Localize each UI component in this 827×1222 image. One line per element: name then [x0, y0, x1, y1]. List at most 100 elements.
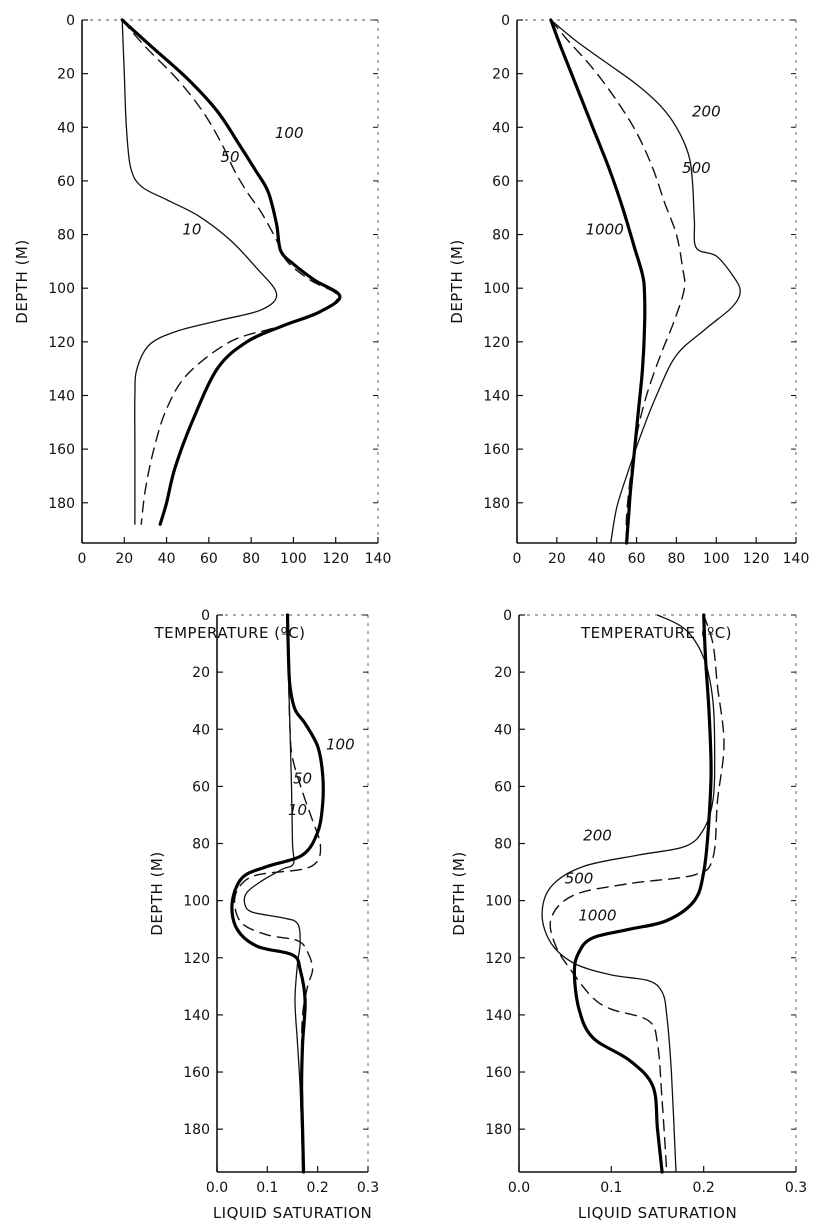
- y-tick-label: 40: [492, 120, 510, 136]
- curve-label-100: 100: [275, 124, 304, 142]
- x-tick-label: 100: [703, 551, 730, 567]
- series-line-200: [541, 614, 716, 1173]
- y-tick-label: 40: [192, 722, 210, 738]
- y-tick-label: 60: [492, 174, 510, 190]
- y-tick-label: 180: [183, 1122, 210, 1138]
- y-tick-label: 120: [183, 951, 210, 967]
- y-tick-label: 140: [485, 1008, 512, 1024]
- y-axis-label: DEPTH (M): [450, 851, 468, 935]
- y-tick-label: 140: [483, 388, 510, 404]
- curve-label-10: 10: [288, 801, 307, 819]
- y-tick-label: 120: [483, 335, 510, 351]
- x-axis-label: TEMPERATURE (ºC): [153, 624, 305, 642]
- y-tick-label: 60: [192, 779, 210, 795]
- series-line-50: [121, 19, 339, 525]
- panel-saturation-late: 0.0 0.1 0.2 0.3 0 20 40 60 80 100 120 140 160 180 LIQU…: [450, 608, 807, 1222]
- y-tick-label: 140: [183, 1008, 210, 1024]
- y-tick-label: 120: [48, 335, 75, 351]
- x-tick-label: 0: [78, 551, 87, 567]
- curve-label-1000: 1000: [578, 907, 616, 925]
- series-line-50: [233, 614, 322, 1173]
- x-tick-label: 0.3: [357, 1180, 379, 1196]
- x-tick-label: 20: [115, 551, 133, 567]
- y-tick-label: 20: [492, 67, 510, 83]
- x-tick-label: 40: [158, 551, 176, 567]
- curve-label-1000: 1000: [586, 221, 624, 239]
- y-tick-label: 160: [48, 442, 75, 458]
- panel-saturation-early: 0.0 0.1 0.2 0.3 0 20 40 60 80 100 120 140 160 180 LIQU…: [148, 608, 379, 1222]
- y-tick-label: 20: [192, 665, 210, 681]
- y-tick-label: 80: [494, 837, 512, 853]
- x-tick-label: 60: [200, 551, 218, 567]
- curve-label-500: 500: [565, 870, 594, 888]
- x-tick-label: 0.1: [600, 1180, 622, 1196]
- y-tick-label: 160: [485, 1065, 512, 1081]
- x-tick-label: 0.2: [693, 1180, 715, 1196]
- curve-label-200: 200: [692, 103, 721, 121]
- x-tick-label: 0: [513, 551, 522, 567]
- curve-label-200: 200: [583, 827, 612, 845]
- y-tick-label: 80: [57, 228, 75, 244]
- y-tick-label: 100: [48, 281, 75, 297]
- y-tick-label: 120: [485, 951, 512, 967]
- y-axis-label: DEPTH (M): [448, 239, 466, 323]
- curve-label-50: 50: [220, 148, 239, 166]
- y-tick-label: 60: [57, 174, 75, 190]
- y-axis-label: DEPTH (M): [13, 239, 31, 323]
- panel-temperature-late: 0 20 40 60 80 100 120 140 0 20 40 60 80 100 120 140 160 1…: [448, 13, 809, 642]
- y-tick-label: 0: [503, 608, 512, 624]
- x-tick-label: 20: [548, 551, 566, 567]
- series-line-1000: [572, 613, 713, 1174]
- y-tick-label: 40: [57, 120, 75, 136]
- y-tick-label: 20: [57, 67, 75, 83]
- y-tick-label: 0: [66, 13, 75, 29]
- series-line-200: [550, 19, 741, 544]
- x-tick-label: 0.0: [206, 1180, 228, 1196]
- y-tick-label: 0: [501, 13, 510, 29]
- series-line-100: [230, 613, 325, 1174]
- x-tick-label: 60: [628, 551, 646, 567]
- y-axis-label: DEPTH (M): [148, 851, 166, 935]
- y-tick-label: 40: [494, 722, 512, 738]
- x-tick-label: 0.0: [508, 1180, 530, 1196]
- x-tick-label: 80: [242, 551, 260, 567]
- series-line-500: [549, 614, 725, 1173]
- x-tick-label: 40: [588, 551, 606, 567]
- y-tick-label: 100: [483, 281, 510, 297]
- y-tick-label: 160: [183, 1065, 210, 1081]
- x-tick-label: 140: [783, 551, 810, 567]
- curve-label-100: 100: [326, 735, 355, 753]
- curve-label-500: 500: [682, 159, 711, 177]
- y-tick-label: 180: [48, 496, 75, 512]
- x-tick-label: 0.3: [785, 1180, 807, 1196]
- y-tick-label: 80: [192, 837, 210, 853]
- x-tick-label: 140: [365, 551, 392, 567]
- y-tick-label: 180: [483, 496, 510, 512]
- series-line-10: [243, 614, 304, 1173]
- x-axis-label: TEMPERATURE (ºC): [580, 624, 732, 642]
- y-tick-label: 60: [494, 779, 512, 795]
- y-tick-label: 100: [485, 894, 512, 910]
- panel-temperature-early: 0 20 40 60 80 100 120 1400204060801001201401601…: [13, 13, 391, 642]
- curve-label-10: 10: [182, 221, 201, 239]
- y-tick-label: 100: [183, 894, 210, 910]
- y-tick-label: 20: [494, 665, 512, 681]
- x-tick-label: 120: [743, 551, 770, 567]
- x-tick-label: 0.1: [256, 1180, 278, 1196]
- series-line-10: [121, 19, 278, 525]
- x-tick-label: 0.2: [307, 1180, 329, 1196]
- y-tick-label: 160: [483, 442, 510, 458]
- x-tick-label: 120: [322, 551, 349, 567]
- series-line-100: [120, 18, 342, 526]
- series-line-1000: [549, 18, 647, 545]
- y-tick-label: 80: [492, 228, 510, 244]
- y-tick-label: 180: [485, 1122, 512, 1138]
- x-tick-label: 80: [668, 551, 686, 567]
- x-tick-label: 100: [280, 551, 307, 567]
- x-axis-label: LIQUID SATURATION: [578, 1204, 737, 1222]
- curve-label-50: 50: [293, 770, 312, 788]
- x-axis-label: LIQUID SATURATION: [213, 1204, 372, 1222]
- y-tick-label: 0: [201, 608, 210, 624]
- series-line-500: [550, 19, 686, 544]
